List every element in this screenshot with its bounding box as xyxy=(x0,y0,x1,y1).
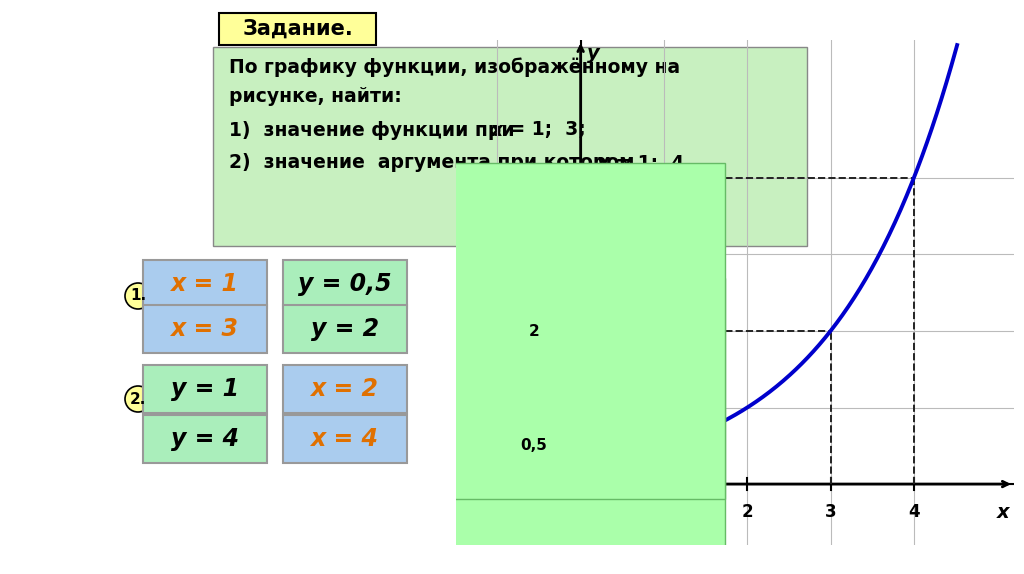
FancyBboxPatch shape xyxy=(283,305,407,353)
Text: Задание.: Задание. xyxy=(242,19,353,39)
FancyBboxPatch shape xyxy=(143,365,267,413)
FancyBboxPatch shape xyxy=(283,415,407,463)
Text: y = 2: y = 2 xyxy=(311,317,379,341)
Text: x: x xyxy=(490,121,503,139)
Text: 3: 3 xyxy=(824,503,837,521)
Text: 1)  значение функции при: 1) значение функции при xyxy=(229,121,521,139)
Text: рисунке, найти:: рисунке, найти: xyxy=(229,87,401,107)
Text: 2: 2 xyxy=(741,503,753,521)
Text: y: y xyxy=(597,153,609,173)
Text: y = 0,5: y = 0,5 xyxy=(298,272,392,296)
FancyBboxPatch shape xyxy=(283,260,407,308)
Text: y = 4: y = 4 xyxy=(171,427,239,451)
Text: 0,5: 0,5 xyxy=(520,439,548,453)
FancyBboxPatch shape xyxy=(143,415,267,463)
Text: y: y xyxy=(588,44,600,63)
FancyBboxPatch shape xyxy=(343,278,725,574)
Text: 2: 2 xyxy=(528,324,540,339)
Text: 0: 0 xyxy=(586,503,597,521)
Text: 2.: 2. xyxy=(130,391,146,406)
Text: 2)  значение  аргумента при котором: 2) значение аргумента при котором xyxy=(229,153,641,173)
Text: 1: 1 xyxy=(658,503,670,521)
Text: x: x xyxy=(997,503,1010,522)
FancyBboxPatch shape xyxy=(213,47,807,246)
Circle shape xyxy=(125,386,151,412)
Text: По графику функции, изображённому на: По графику функции, изображённому на xyxy=(229,57,680,77)
Text: x = 1: x = 1 xyxy=(171,272,239,296)
FancyBboxPatch shape xyxy=(219,13,376,45)
Text: = 1;  4: = 1; 4 xyxy=(609,153,684,173)
Text: x = 2: x = 2 xyxy=(311,377,379,401)
Text: -1: -1 xyxy=(488,503,507,521)
FancyBboxPatch shape xyxy=(283,365,407,413)
Text: = 1;  3;: = 1; 3; xyxy=(503,121,586,139)
FancyBboxPatch shape xyxy=(143,305,267,353)
FancyBboxPatch shape xyxy=(343,164,725,499)
Text: 1.: 1. xyxy=(130,289,146,304)
Circle shape xyxy=(125,283,151,309)
FancyBboxPatch shape xyxy=(143,260,267,308)
Text: x = 3: x = 3 xyxy=(171,317,239,341)
Text: 1: 1 xyxy=(557,398,568,417)
Text: 4: 4 xyxy=(908,503,920,521)
Text: y = 1: y = 1 xyxy=(171,377,239,401)
Text: x = 4: x = 4 xyxy=(311,427,379,451)
